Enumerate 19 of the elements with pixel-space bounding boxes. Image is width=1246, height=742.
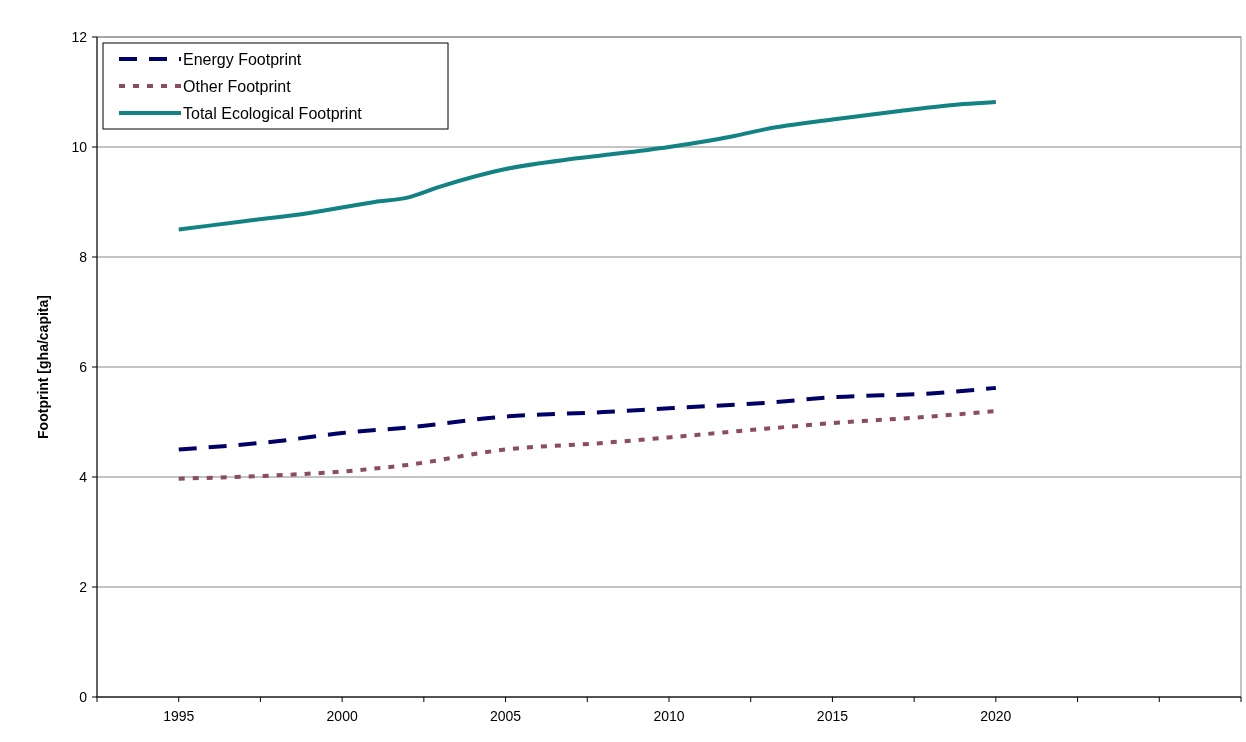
y-tick-label: 10 — [71, 138, 88, 155]
y-tick-label: 8 — [79, 248, 88, 265]
line-series — [176, 99, 998, 232]
x-tick-label: 2005 — [489, 708, 522, 724]
x-tick-label: 2015 — [816, 708, 849, 724]
x-tick-label: 2010 — [653, 708, 685, 724]
y-tick-label: 6 — [79, 358, 88, 375]
y-axis-title: Footprint [gha/capita] — [35, 295, 51, 439]
legend-label: Total Ecological Footprint — [183, 104, 363, 122]
y-tick-label: 0 — [79, 688, 88, 705]
line-series — [176, 385, 998, 452]
legend-label: Other Footprint — [183, 77, 292, 95]
x-tick-label: 1995 — [163, 708, 195, 724]
x-tick-label: 2020 — [980, 708, 1012, 724]
legend-label: Energy Footprint — [183, 50, 302, 68]
y-tick-label: 12 — [71, 28, 88, 45]
y-tick-label: 4 — [79, 468, 88, 485]
y-tick-label: 2 — [79, 578, 88, 595]
x-tick-label: 2000 — [326, 708, 358, 724]
